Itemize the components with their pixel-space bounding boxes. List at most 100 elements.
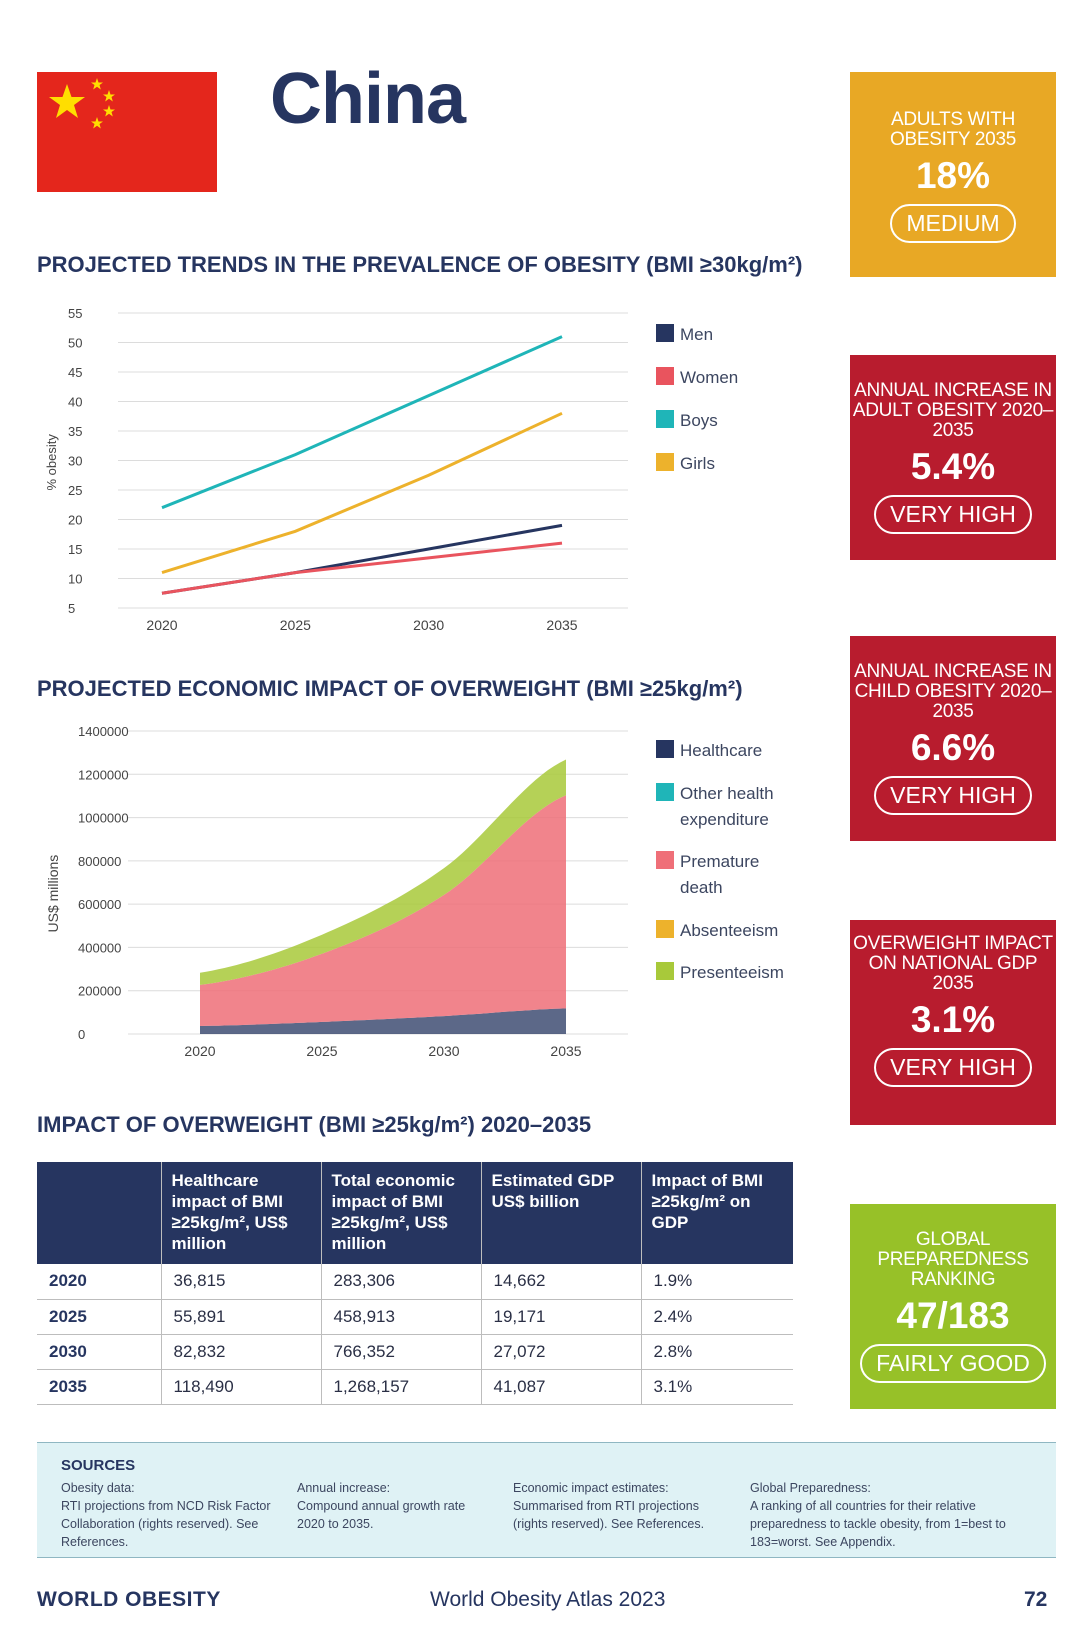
- publication-title: World Obesity Atlas 2023: [430, 1588, 666, 1611]
- y-tick-label: 5: [68, 601, 75, 616]
- y-tick-label: 200000: [78, 984, 121, 999]
- table-row: 2030 82,832 766,352 27,072 2.8%: [37, 1334, 793, 1370]
- table-cell: 2025: [37, 1299, 161, 1335]
- source-economic: Economic impact estimates: Summarised fr…: [513, 1479, 713, 1533]
- area-premature-death: [200, 795, 566, 1026]
- y-tick-label: 40: [68, 395, 82, 410]
- stat-value: 6.6%: [910, 727, 996, 768]
- x-tick-label: 2025: [280, 617, 311, 633]
- stat-badge: VERY HIGH: [874, 495, 1032, 534]
- y-axis-label: US$ millions: [45, 855, 61, 933]
- table-header-cell: Impact of BMI ≥25kg/m² on GDP: [640, 1162, 793, 1264]
- table-cell: 14,662: [480, 1264, 641, 1300]
- stat-label: ADULTS WITH OBESITY 2035: [890, 109, 1016, 150]
- legend-swatch: [656, 851, 674, 869]
- legend-swatch: [656, 367, 674, 385]
- legend-label: Boys: [680, 411, 718, 430]
- legend-label: Absenteeism: [680, 921, 779, 940]
- source-head: Obesity data:: [61, 1481, 135, 1495]
- y-tick-label: 600000: [78, 897, 121, 912]
- x-tick-label: 2030: [428, 1043, 459, 1059]
- page-title: China: [270, 59, 466, 139]
- table-cell: 82,832: [160, 1334, 321, 1370]
- y-tick-label: 25: [68, 483, 82, 498]
- legend-label: Presenteeism: [680, 963, 784, 982]
- table-cell: 2.8%: [640, 1334, 793, 1370]
- legend-label: Healthcare: [680, 741, 763, 760]
- legend-swatch: [656, 453, 674, 471]
- x-tick-label: 2025: [306, 1043, 337, 1059]
- table-header-cell: [37, 1162, 161, 1264]
- stat-value: 47/183: [896, 1295, 1010, 1336]
- source-body: RTI projections from NCD Risk Factor Col…: [61, 1499, 271, 1549]
- source-head: Global Preparedness:: [750, 1481, 871, 1495]
- stat-value: 5.4%: [910, 446, 996, 487]
- y-tick-label: 20: [68, 513, 82, 528]
- source-body: A ranking of all countries for their rel…: [750, 1499, 1006, 1549]
- table-header-cell: Healthcare impact of BMI ≥25kg/m², US$ m…: [160, 1162, 321, 1264]
- table-cell: 1,268,157: [320, 1369, 481, 1405]
- y-tick-label: 45: [68, 365, 82, 380]
- table-cell: 55,891: [160, 1299, 321, 1335]
- flag-stars-icon: [49, 78, 115, 129]
- x-tick-label: 2020: [146, 617, 177, 633]
- y-tick-label: 1200000: [78, 767, 129, 782]
- area-healthcare: [200, 1008, 566, 1034]
- x-tick-label: 2035: [550, 1043, 581, 1059]
- y-tick-label: 800000: [78, 854, 121, 869]
- table-cell: 118,490: [160, 1369, 321, 1405]
- y-tick-label: 0: [78, 1027, 85, 1042]
- stat-value: 18%: [915, 155, 991, 196]
- sources-title: SOURCES: [61, 1457, 136, 1474]
- series-line-girls: [161, 411, 563, 575]
- table-header-row: Healthcare impact of BMI ≥25kg/m², US$ m…: [37, 1162, 793, 1264]
- table-cell: 283,306: [320, 1264, 481, 1300]
- legend-swatch: [656, 324, 674, 342]
- china-flag: [37, 72, 217, 192]
- y-tick-label: 55: [68, 306, 82, 321]
- table-cell: 36,815: [160, 1264, 321, 1300]
- y-tick-label: 15: [68, 542, 82, 557]
- stat-value: 3.1%: [910, 999, 996, 1040]
- y-tick-label: 400000: [78, 940, 121, 955]
- stat-badge: FAIRLY GOOD: [860, 1344, 1046, 1383]
- trends-heading: PROJECTED TRENDS IN THE PREVALENCE OF OB…: [37, 252, 803, 277]
- legend-label: Women: [680, 368, 739, 387]
- source-body: Compound annual growth rate 2020 to 2035…: [297, 1499, 466, 1531]
- table-cell: 2030: [37, 1334, 161, 1370]
- table-cell: 2035: [37, 1369, 161, 1405]
- legend-swatch: [656, 783, 674, 801]
- source-head: Annual increase:: [297, 1481, 391, 1495]
- legend-label: Premature death: [680, 852, 760, 897]
- legend-swatch: [656, 740, 674, 758]
- legend-swatch: [656, 962, 674, 980]
- x-tick-label: 2035: [546, 617, 577, 633]
- y-tick-label: 30: [68, 454, 82, 469]
- stat-label: ANNUAL INCREASE IN ADULT OBESITY 2020–20…: [852, 380, 1054, 441]
- x-tick-label: 2020: [184, 1043, 215, 1059]
- legend-label: Other health expenditure: [680, 784, 774, 829]
- table-cell: 1.9%: [640, 1264, 793, 1300]
- stat-gdp-impact: OVERWEIGHT IMPACT ON NATIONAL GDP 2035 3…: [850, 920, 1056, 1125]
- y-tick-label: 1400000: [78, 724, 129, 739]
- table-cell: 19,171: [480, 1299, 641, 1335]
- table-row: 2020 36,815 283,306 14,662 1.9%: [37, 1264, 793, 1300]
- source-body: Summarised from RTI projections (rights …: [513, 1499, 705, 1531]
- page-number: 72: [1024, 1588, 1048, 1611]
- stat-badge: MEDIUM: [890, 204, 1016, 243]
- world-obesity-logo: WORLD OBESITY: [37, 1588, 221, 1611]
- source-obesity: Obesity data: RTI projections from NCD R…: [61, 1479, 271, 1551]
- table-cell: 766,352: [320, 1334, 481, 1370]
- source-head: Economic impact estimates:: [513, 1481, 669, 1495]
- table-header-cell: Estimated GDP US$ billion: [480, 1162, 641, 1264]
- stat-adults-obesity: ADULTS WITH OBESITY 2035 18% MEDIUM: [850, 72, 1056, 277]
- y-tick-label: 50: [68, 336, 82, 351]
- table-row: 2035 118,490 1,268,157 41,087 3.1%: [37, 1369, 793, 1405]
- table-cell: 3.1%: [640, 1369, 793, 1405]
- legend-label: Girls: [680, 454, 715, 473]
- table-cell: 27,072: [480, 1334, 641, 1370]
- table-cell: 2020: [37, 1264, 161, 1300]
- stat-badge: VERY HIGH: [874, 776, 1032, 815]
- economic-heading: PROJECTED ECONOMIC IMPACT OF OVERWEIGHT …: [37, 676, 743, 701]
